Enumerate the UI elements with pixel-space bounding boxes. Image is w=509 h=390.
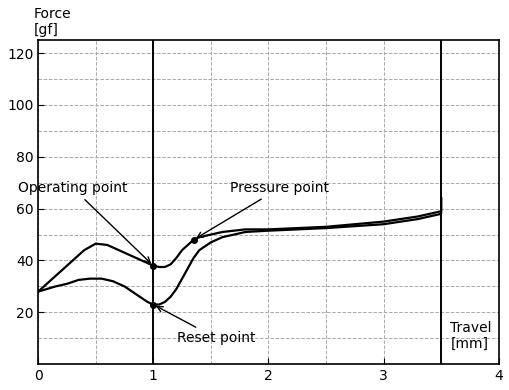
Text: Pressure point: Pressure point xyxy=(197,181,329,238)
Text: Reset point: Reset point xyxy=(157,307,256,345)
Text: Travel
[mm]: Travel [mm] xyxy=(449,321,491,351)
Text: Force
[gf]: Force [gf] xyxy=(34,7,71,37)
Text: Operating point: Operating point xyxy=(18,181,150,263)
